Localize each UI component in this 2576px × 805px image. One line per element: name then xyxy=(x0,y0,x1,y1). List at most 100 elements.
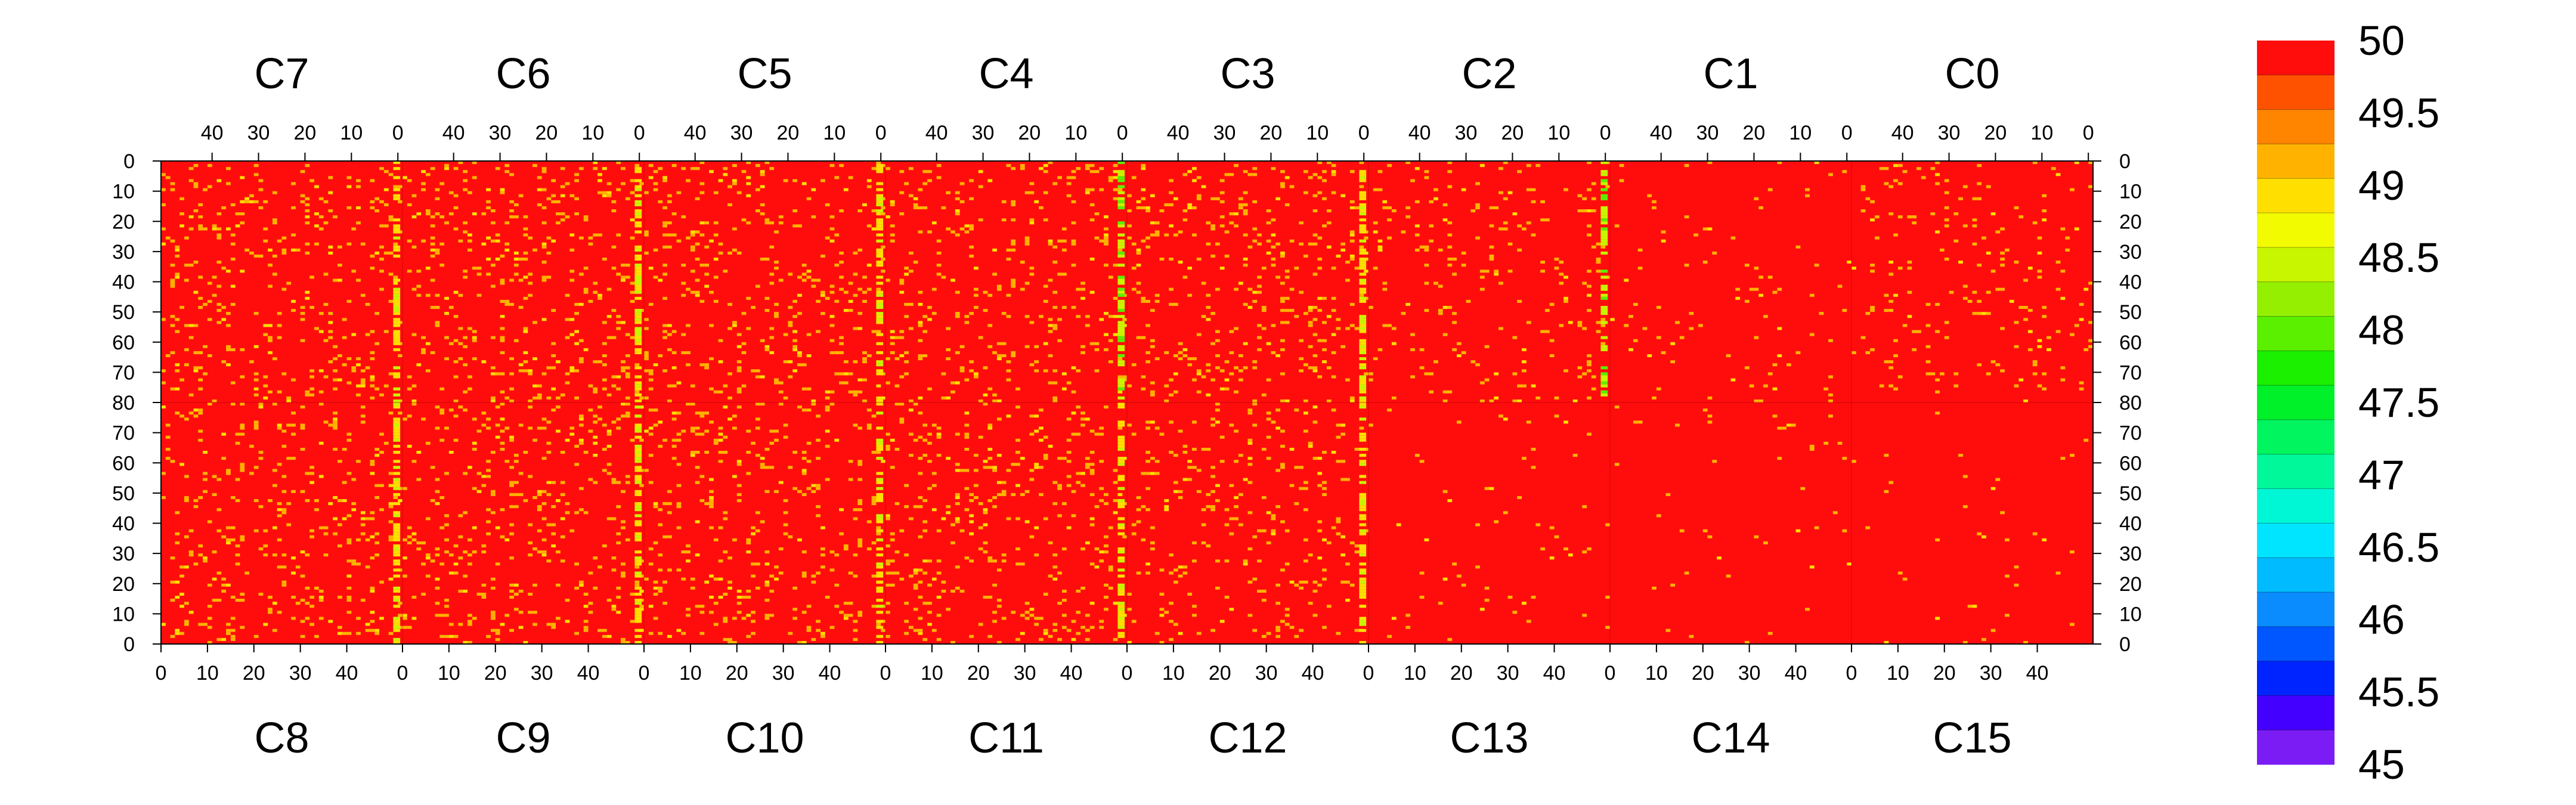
heatmap-cell xyxy=(1034,414,1039,418)
heatmap-cell xyxy=(667,399,672,402)
heatmap-cell xyxy=(1382,206,1388,209)
heatmap-cell xyxy=(713,438,719,442)
heatmap-cell xyxy=(751,441,756,445)
heatmap-cell xyxy=(983,393,988,397)
top-column-tick-label: 40 xyxy=(442,122,465,144)
heatmap-cell xyxy=(463,336,468,339)
heatmap-cell xyxy=(305,499,310,503)
heatmap-cell xyxy=(2000,258,2005,261)
heatmap-cell xyxy=(328,423,333,427)
heatmap-cell xyxy=(857,463,863,466)
hot-column-cell xyxy=(393,605,401,608)
heatmap-cell xyxy=(318,596,324,599)
heatmap-cell xyxy=(913,568,918,572)
heatmap-cell xyxy=(936,273,942,276)
heatmap-cell xyxy=(690,402,695,406)
heatmap-cell xyxy=(1192,179,1197,182)
heatmap-cell xyxy=(1210,227,1215,231)
heatmap-cell xyxy=(969,520,974,524)
heatmap-cell xyxy=(574,444,579,448)
heatmap-cell xyxy=(1777,287,1782,291)
hot-column-cell xyxy=(1117,502,1125,506)
heatmap-cell xyxy=(193,408,199,412)
heatmap-cell xyxy=(723,620,728,623)
heatmap-cell xyxy=(839,336,844,339)
heatmap-cell xyxy=(416,270,422,273)
hot-column-cell xyxy=(876,251,884,255)
heatmap-cell xyxy=(1145,206,1150,209)
heatmap-cell xyxy=(370,357,375,361)
heatmap-cell xyxy=(1972,605,1977,608)
heatmap-cell xyxy=(792,315,798,318)
heatmap-cell xyxy=(625,372,630,376)
heatmap-cell xyxy=(1308,444,1313,448)
heatmap-cell xyxy=(1865,312,1871,315)
heatmap-cell xyxy=(346,432,352,436)
heatmap-cell xyxy=(305,472,310,475)
heatmap-cell xyxy=(783,179,788,182)
heatmap-cell xyxy=(1587,161,1592,165)
heatmap-cell xyxy=(1317,236,1323,240)
heatmap-cell xyxy=(161,173,166,177)
heatmap-cell xyxy=(1652,396,1657,400)
heatmap-cell xyxy=(597,628,602,632)
heatmap-cell xyxy=(495,628,500,632)
heatmap-cell xyxy=(374,454,380,457)
heatmap-cell xyxy=(811,215,816,219)
heatmap-cell xyxy=(1108,275,1113,279)
heatmap-cell xyxy=(207,617,212,620)
hot-column-cell xyxy=(1117,444,1125,448)
heatmap-cell xyxy=(699,631,705,635)
heatmap-cell xyxy=(435,212,440,216)
heatmap-cell xyxy=(950,230,955,234)
heatmap-cell xyxy=(662,176,667,179)
heatmap-cell xyxy=(1410,348,1415,351)
heatmap-cell xyxy=(500,336,505,339)
heatmap-cell xyxy=(439,562,445,566)
heatmap-cell xyxy=(1652,200,1657,203)
heatmap-cell xyxy=(1870,264,1875,267)
heatmap-cell xyxy=(1261,309,1267,312)
hot-column-cell xyxy=(876,472,884,475)
heatmap-cell xyxy=(611,420,617,424)
hot-column-cell xyxy=(1117,457,1125,460)
heatmap-cell xyxy=(1535,396,1541,400)
heatmap-cell xyxy=(1136,336,1141,339)
heatmap-cell xyxy=(481,596,487,599)
heatmap-cell xyxy=(481,360,487,364)
heatmap-cell xyxy=(346,559,352,563)
hot-column-cell xyxy=(1117,526,1125,530)
heatmap-cell xyxy=(161,203,166,206)
hot-column-cell xyxy=(1359,227,1367,231)
heatmap-cell xyxy=(1559,273,1564,276)
heatmap-cell xyxy=(1173,390,1178,394)
heatmap-cell xyxy=(820,631,825,635)
heatmap-cell xyxy=(226,345,231,348)
heatmap-cell xyxy=(360,414,366,418)
heatmap-cell xyxy=(370,267,375,270)
heatmap-cell xyxy=(1052,261,1058,264)
heatmap-cell xyxy=(695,293,700,297)
heatmap-cell xyxy=(621,275,626,279)
heatmap-cell xyxy=(188,611,194,614)
heatmap-cell xyxy=(165,435,171,439)
heatmap-cell xyxy=(281,475,287,478)
heatmap-cell xyxy=(1777,457,1782,460)
heatmap-cell xyxy=(509,372,514,376)
heatmap-cell xyxy=(801,387,807,391)
heatmap-cell xyxy=(421,336,426,339)
heatmap-cell xyxy=(374,312,380,315)
heatmap-cell xyxy=(170,239,175,243)
bottom-column-tick-label: 0 xyxy=(1605,662,1616,685)
heatmap-cell xyxy=(1479,164,1485,168)
heatmap-cell xyxy=(314,508,319,512)
heatmap-cell xyxy=(597,191,602,194)
heatmap-cell xyxy=(230,617,236,620)
heatmap-cell xyxy=(2023,306,2028,309)
heatmap-cell xyxy=(1020,164,1025,168)
hot-column-cell xyxy=(1359,640,1367,644)
heatmap-cell xyxy=(987,345,993,348)
heatmap-cell xyxy=(1322,348,1327,351)
heatmap-cell xyxy=(611,200,617,203)
heatmap-cell xyxy=(992,505,997,509)
